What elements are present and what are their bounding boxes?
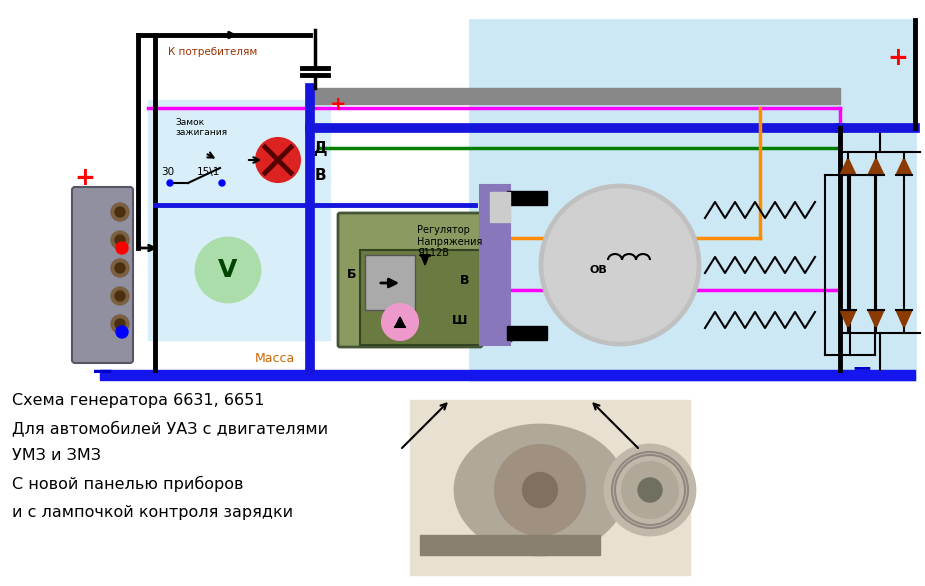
Circle shape bbox=[256, 138, 300, 182]
Text: +: + bbox=[75, 166, 95, 190]
Circle shape bbox=[111, 259, 129, 277]
Bar bbox=[507, 326, 547, 340]
Circle shape bbox=[115, 263, 125, 273]
Bar bbox=[490, 192, 510, 222]
Circle shape bbox=[115, 291, 125, 301]
Text: К потребителям: К потребителям bbox=[168, 47, 258, 57]
Bar bbox=[310, 88, 840, 104]
Circle shape bbox=[111, 315, 129, 333]
Text: В: В bbox=[461, 274, 470, 287]
Bar bbox=[507, 191, 547, 205]
Circle shape bbox=[605, 445, 695, 535]
Text: Для автомобилей УАЗ с двигателями: Для автомобилей УАЗ с двигателями bbox=[12, 420, 328, 436]
Circle shape bbox=[111, 231, 129, 249]
Ellipse shape bbox=[455, 425, 625, 555]
Text: −: − bbox=[92, 358, 115, 386]
Text: Б: Б bbox=[347, 268, 357, 281]
Bar bbox=[100, 370, 915, 380]
Circle shape bbox=[115, 207, 125, 217]
Polygon shape bbox=[421, 255, 429, 265]
FancyBboxPatch shape bbox=[72, 187, 133, 363]
Circle shape bbox=[111, 287, 129, 305]
Text: V: V bbox=[218, 258, 238, 282]
Text: Регулятор
Напряжения
Я112В: Регулятор Напряжения Я112В bbox=[417, 225, 482, 258]
Circle shape bbox=[115, 319, 125, 329]
Circle shape bbox=[622, 462, 678, 518]
Text: +: + bbox=[888, 46, 908, 70]
Circle shape bbox=[167, 180, 173, 186]
Circle shape bbox=[115, 235, 125, 245]
Circle shape bbox=[111, 203, 129, 221]
Text: Замок
зажигания: Замок зажигания bbox=[175, 118, 228, 137]
Ellipse shape bbox=[523, 472, 558, 507]
Circle shape bbox=[382, 304, 418, 340]
Text: 30: 30 bbox=[162, 167, 175, 177]
Circle shape bbox=[196, 238, 260, 302]
Bar bbox=[480, 185, 510, 345]
Polygon shape bbox=[395, 317, 405, 327]
Circle shape bbox=[116, 326, 128, 338]
Polygon shape bbox=[840, 310, 856, 328]
Text: В: В bbox=[314, 168, 326, 182]
Bar bbox=[420, 535, 600, 555]
Polygon shape bbox=[896, 158, 912, 175]
Text: 15\1: 15\1 bbox=[196, 167, 220, 177]
Text: Масса: Масса bbox=[255, 352, 295, 364]
Polygon shape bbox=[840, 158, 856, 175]
Text: +: + bbox=[329, 94, 346, 114]
Bar bbox=[360, 250, 480, 345]
Text: С новой панелью приборов: С новой панелью приборов bbox=[12, 476, 243, 492]
Polygon shape bbox=[868, 158, 884, 175]
Bar bbox=[148, 100, 330, 340]
Bar bbox=[365, 255, 415, 310]
Circle shape bbox=[638, 478, 662, 502]
Bar bbox=[410, 400, 690, 575]
Text: Схема генератора 6631, 6651: Схема генератора 6631, 6651 bbox=[12, 393, 265, 407]
Text: Д: Д bbox=[314, 141, 327, 155]
Text: Ш: Ш bbox=[452, 314, 468, 326]
Polygon shape bbox=[896, 310, 912, 328]
Text: и с лампочкой контроля зарядки: и с лампочкой контроля зарядки bbox=[12, 505, 293, 520]
Ellipse shape bbox=[495, 445, 585, 535]
Text: ОВ: ОВ bbox=[589, 265, 607, 275]
FancyBboxPatch shape bbox=[338, 213, 482, 347]
Text: УМЗ и ЗМЗ: УМЗ и ЗМЗ bbox=[12, 448, 101, 464]
Circle shape bbox=[219, 180, 225, 186]
Polygon shape bbox=[868, 310, 884, 328]
Circle shape bbox=[540, 185, 700, 345]
Bar bbox=[470, 20, 915, 380]
Circle shape bbox=[116, 242, 128, 254]
Circle shape bbox=[544, 189, 696, 341]
Text: −: − bbox=[852, 356, 872, 380]
